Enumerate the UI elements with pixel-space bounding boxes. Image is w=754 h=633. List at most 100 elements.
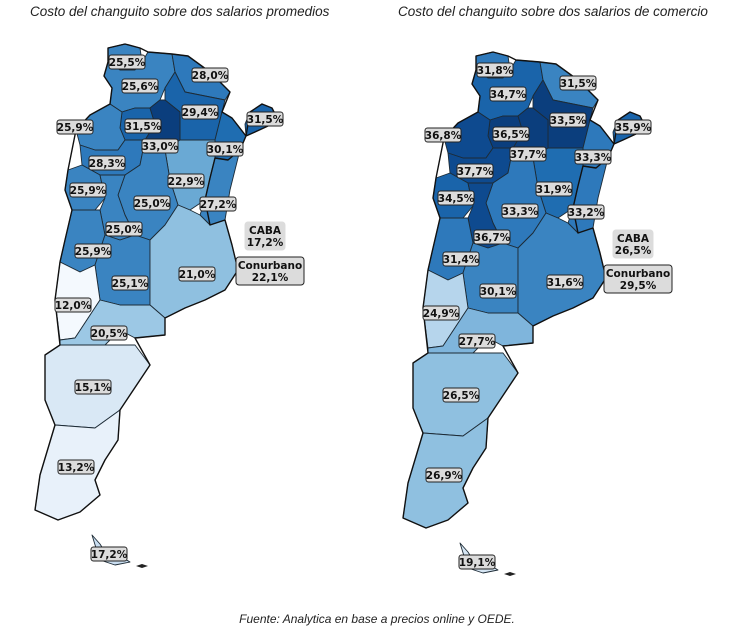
svg-text:25,9%: 25,9% — [70, 185, 107, 197]
svg-text:25,5%: 25,5% — [109, 57, 146, 69]
svg-text:30,1%: 30,1% — [480, 286, 517, 298]
svg-text:22,9%: 22,9% — [168, 176, 205, 188]
svg-text:37,7%: 37,7% — [457, 166, 494, 178]
svg-text:33,3%: 33,3% — [575, 152, 612, 164]
svg-text:25,0%: 25,0% — [134, 198, 171, 210]
svg-text:CABA: CABA — [617, 233, 650, 245]
svg-text:31,8%: 31,8% — [477, 65, 514, 77]
label-santiago: 33,0% — [141, 138, 179, 154]
svg-text:34,7%: 34,7% — [490, 89, 527, 101]
label-santiago: 37,7% — [509, 146, 547, 162]
label-santafe: 31,9% — [535, 181, 573, 197]
label-mendoza: 25,9% — [74, 243, 112, 259]
svg-text:Conurbano: Conurbano — [238, 260, 302, 272]
label-lapampa: 30,1% — [479, 283, 517, 299]
svg-text:13,2%: 13,2% — [58, 462, 95, 474]
svg-text:35,9%: 35,9% — [615, 122, 652, 134]
label-tucuman: 31,5% — [124, 118, 162, 134]
svg-text:34,5%: 34,5% — [438, 193, 475, 205]
label-chaco: 33,5% — [549, 112, 587, 128]
label-larioja: 37,7% — [456, 163, 494, 179]
map-title-right: Costo del changuito sobre dos salarios d… — [398, 4, 708, 19]
svg-text:28,0%: 28,0% — [192, 70, 229, 82]
label-tucuman: 36,5% — [492, 126, 530, 142]
label-formosa: 31,5% — [559, 75, 597, 91]
svg-text:24,9%: 24,9% — [423, 308, 460, 320]
label-sanluis: 36,7% — [473, 229, 511, 245]
label-catamarca: 36,8% — [424, 127, 462, 143]
label-santacruz: 13,2% — [57, 459, 95, 475]
label-rionegro: 27,7% — [458, 333, 496, 349]
label-lapampa: 25,1% — [111, 275, 149, 291]
label-tierradelfuego: 17,2% — [90, 546, 128, 562]
svg-text:36,7%: 36,7% — [474, 232, 511, 244]
label-jujuy: 25,5% — [108, 54, 146, 70]
svg-text:33,3%: 33,3% — [502, 206, 539, 218]
label-santacruz: 26,9% — [425, 467, 463, 483]
svg-text:30,1%: 30,1% — [207, 144, 244, 156]
label-cordoba: 25,0% — [133, 195, 171, 211]
label-chubut: 26,5% — [442, 387, 480, 403]
label-jujuy: 31,8% — [476, 62, 514, 78]
svg-text:31,4%: 31,4% — [443, 254, 480, 266]
svg-text:19,1%: 19,1% — [459, 557, 496, 569]
svg-text:33,0%: 33,0% — [142, 141, 179, 153]
label-entrerios: 33,2% — [567, 204, 605, 220]
svg-text:36,5%: 36,5% — [493, 129, 530, 141]
svg-text:33,5%: 33,5% — [550, 115, 587, 127]
svg-text:33,2%: 33,2% — [568, 207, 605, 219]
svg-text:25,6%: 25,6% — [122, 81, 159, 93]
label-larioja: 28,3% — [88, 155, 126, 171]
label-formosa: 28,0% — [191, 67, 229, 83]
label-sanluis: 25,0% — [105, 221, 143, 237]
svg-text:20,5%: 20,5% — [91, 328, 128, 340]
svg-text:25,9%: 25,9% — [57, 122, 94, 134]
svg-text:29,4%: 29,4% — [182, 107, 219, 119]
label-misiones: 35,9% — [614, 119, 652, 135]
label-buenosaires: 31,6% — [546, 274, 584, 290]
svg-text:31,9%: 31,9% — [536, 184, 573, 196]
svg-text:12,0%: 12,0% — [55, 300, 92, 312]
svg-text:Conurbano: Conurbano — [606, 268, 670, 280]
svg-text:26,9%: 26,9% — [426, 470, 463, 482]
island-shape — [504, 572, 516, 576]
label-salta: 34,7% — [489, 86, 527, 102]
svg-text:21,0%: 21,0% — [179, 269, 216, 281]
label-corrientes: 30,1% — [206, 141, 244, 157]
svg-text:17,2%: 17,2% — [91, 549, 128, 561]
svg-text:26,5%: 26,5% — [615, 245, 652, 257]
argentina-map-salarios-comercio: 31,8% 34,7% 31,5% 33,5% 35,9% 36,5% 37,7% 33,3%… — [402, 51, 673, 576]
label-misiones: 31,5% — [246, 111, 284, 127]
svg-text:31,5%: 31,5% — [125, 121, 162, 133]
argentina-map-salarios-promedio: 25,5% 25,6% 28,0% 29,4% 31,5% 31,5% 33,0% 30,1%… — [34, 43, 305, 568]
label-mendoza: 31,4% — [442, 251, 480, 267]
label-chaco: 29,4% — [181, 104, 219, 120]
country-outline — [34, 43, 277, 521]
svg-text:22,1%: 22,1% — [252, 272, 289, 284]
svg-text:31,6%: 31,6% — [547, 277, 584, 289]
svg-text:29,5%: 29,5% — [620, 280, 657, 292]
label-buenosaires: 21,0% — [178, 266, 216, 282]
svg-text:17,2%: 17,2% — [247, 237, 284, 249]
svg-text:25,9%: 25,9% — [75, 246, 112, 258]
svg-text:CABA: CABA — [249, 225, 282, 237]
island-shape — [136, 564, 148, 568]
svg-text:31,5%: 31,5% — [560, 78, 597, 90]
label-neuquen: 12,0% — [54, 297, 92, 313]
svg-text:27,7%: 27,7% — [459, 336, 496, 348]
label-sanjuan: 25,9% — [69, 182, 107, 198]
label-sanjuan: 34,5% — [437, 190, 475, 206]
svg-text:15,1%: 15,1% — [75, 382, 112, 394]
label-catamarca: 25,9% — [56, 119, 94, 135]
svg-text:36,8%: 36,8% — [425, 130, 462, 142]
svg-text:37,7%: 37,7% — [510, 149, 547, 161]
label-chubut: 15,1% — [74, 379, 112, 395]
country-outline — [402, 51, 645, 529]
label-santafe: 22,9% — [167, 173, 205, 189]
source-note: Fuente: Analytica en base a precios onli… — [239, 612, 515, 626]
svg-text:31,5%: 31,5% — [247, 114, 284, 126]
